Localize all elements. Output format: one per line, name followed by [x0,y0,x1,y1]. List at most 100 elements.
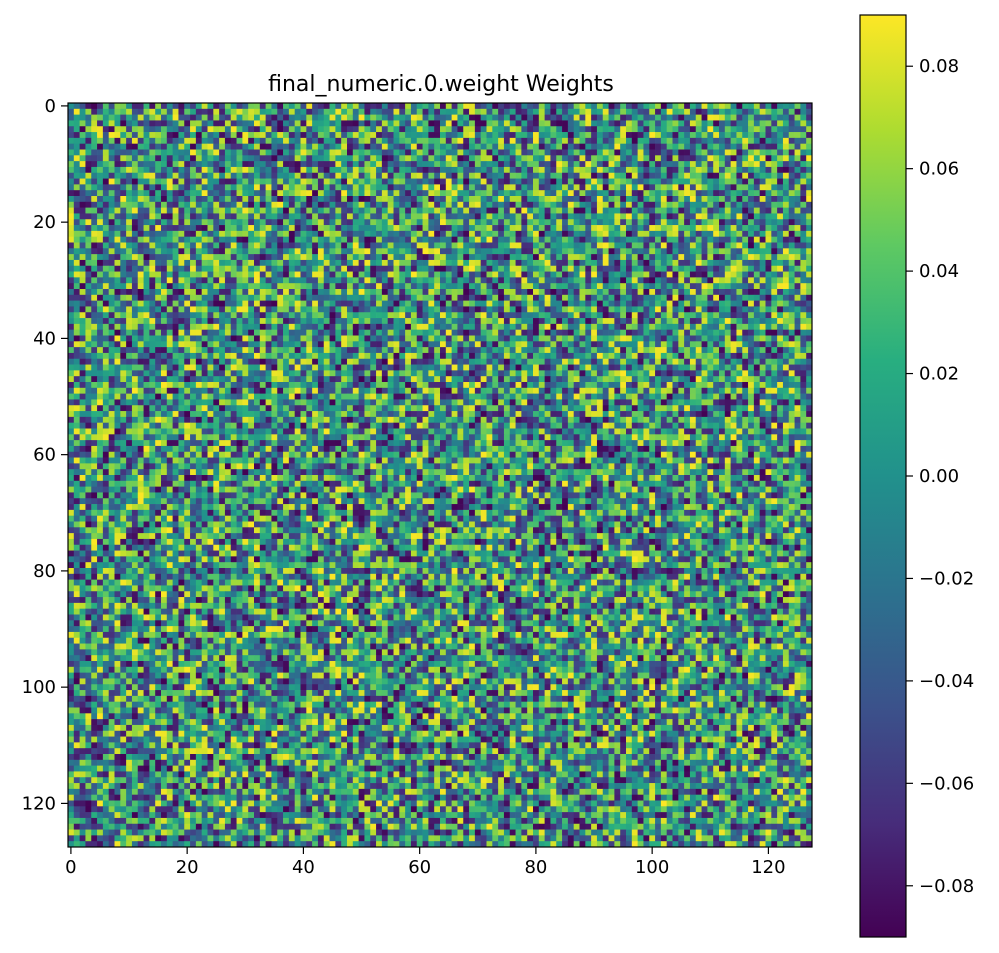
heatmap-cell [626,260,632,266]
heatmap-cell [394,196,400,202]
heatmap-cell [364,231,370,237]
heatmap-cell [527,318,533,324]
heatmap-cell [394,225,400,231]
heatmap-cell [736,161,742,167]
heatmap-cell [614,225,620,231]
heatmap-cell [289,324,295,330]
heatmap-cell [423,179,429,185]
heatmap-cell [469,155,475,161]
heatmap-cell [266,161,272,167]
heatmap-cell [725,243,731,249]
heatmap-cell [341,109,347,115]
heatmap-cell [202,126,208,132]
heatmap-cell [696,213,702,219]
heatmap-cell [638,109,644,115]
heatmap-cell [184,248,190,254]
heatmap-cell [190,184,196,190]
heatmap-cell [428,225,434,231]
heatmap-cell [783,225,789,231]
heatmap-cell [707,237,713,243]
heatmap-cell [475,179,481,185]
heatmap-cell [312,196,318,202]
heatmap-cell [74,254,80,260]
heatmap-cell [673,144,679,150]
heatmap-cell [789,150,795,156]
heatmap-cell [771,306,777,312]
heatmap-cell [498,132,504,138]
heatmap-cell [742,173,748,179]
heatmap-cell [545,260,551,266]
heatmap-cell [219,277,225,283]
heatmap-cell [655,231,661,237]
heatmap-cell [173,318,179,324]
heatmap-cell [271,243,277,249]
heatmap-cell [533,213,539,219]
heatmap-cell [742,196,748,202]
heatmap-cell [574,202,580,208]
heatmap-cell [155,301,161,307]
heatmap-cell [580,231,586,237]
heatmap-cell [155,272,161,278]
heatmap-cell [85,150,91,156]
heatmap-cell [91,161,97,167]
heatmap-cell [457,254,463,260]
heatmap-cell [795,318,801,324]
heatmap-cell [487,167,493,173]
heatmap-cell [800,213,806,219]
heatmap-cell [103,150,109,156]
heatmap-cell [155,312,161,318]
heatmap-cell [318,289,324,295]
heatmap-cell [626,295,632,301]
heatmap-cell [178,115,184,121]
heatmap-cell [550,289,556,295]
heatmap-cell [609,173,615,179]
heatmap-cell [678,277,684,283]
heatmap-cell [568,161,574,167]
heatmap-cell [248,225,254,231]
heatmap-cell [103,155,109,161]
heatmap-cell [771,155,777,161]
heatmap-cell [364,254,370,260]
heatmap-cell [359,312,365,318]
heatmap-cell [516,266,522,272]
heatmap-cell [673,103,679,109]
heatmap-cell [68,219,74,225]
heatmap-cell [428,254,434,260]
heatmap-cell [202,225,208,231]
heatmap-cell [463,318,469,324]
heatmap-cell [388,324,394,330]
heatmap-cell [190,190,196,196]
heatmap-cell [202,103,208,109]
heatmap-cell [178,208,184,214]
heatmap-cell [335,196,341,202]
heatmap-cell [690,120,696,126]
heatmap-cell [487,219,493,225]
heatmap-cell [405,196,411,202]
heatmap-cell [301,254,307,260]
heatmap-cell [498,295,504,301]
heatmap-cell [545,272,551,278]
heatmap-cell [498,272,504,278]
heatmap-cell [155,283,161,289]
heatmap-cell [411,283,417,289]
heatmap-cell [800,243,806,249]
heatmap-cell [702,277,708,283]
heatmap-cell [760,266,766,272]
heatmap-cell [678,196,684,202]
heatmap-cell [591,120,597,126]
heatmap-cell [789,243,795,249]
heatmap-cell [271,260,277,266]
heatmap-cell [632,283,638,289]
heatmap-cell [690,167,696,173]
heatmap-cell [109,231,115,237]
heatmap-cell [97,225,103,231]
heatmap-cell [742,115,748,121]
heatmap-cell [347,266,353,272]
heatmap-cell [545,103,551,109]
heatmap-cell [97,277,103,283]
heatmap-cell [795,272,801,278]
heatmap-cell [702,161,708,167]
heatmap-cell [609,254,615,260]
heatmap-cell [457,120,463,126]
heatmap-cell [324,324,330,330]
